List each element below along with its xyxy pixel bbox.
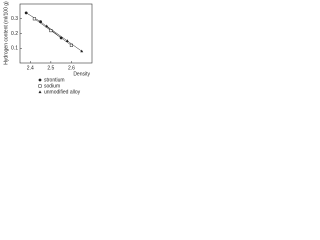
point <box>65 39 69 42</box>
legend-marker <box>38 78 42 82</box>
chart: Hydrogen content (ml/100 g) Density 2.4 2… <box>3 1 93 95</box>
point <box>32 17 36 21</box>
y-tick-label: 0.1 <box>11 46 18 52</box>
y-tick-label: 0.2 <box>11 31 18 37</box>
point <box>24 11 28 15</box>
point <box>45 24 49 28</box>
x-axis-label: Density <box>73 71 90 77</box>
legend-label: sodium <box>44 83 60 89</box>
trend-line <box>46 25 82 52</box>
y-tick-label: 0.3 <box>11 16 18 22</box>
legend-marker <box>38 84 42 88</box>
y-axis-label: Hydrogen content (ml/100 g) <box>3 1 9 65</box>
x-tick-label: 2.5 <box>47 65 54 71</box>
legend-marker <box>38 90 42 94</box>
legend-label: strontium <box>44 77 65 83</box>
x-tick-label: 2.4 <box>27 65 34 71</box>
point <box>80 49 84 53</box>
trend-line <box>34 18 72 46</box>
plot-frame <box>19 3 93 64</box>
legend-label: unmodified alloy <box>44 89 81 95</box>
x-tick-label: 2.6 <box>68 65 75 71</box>
